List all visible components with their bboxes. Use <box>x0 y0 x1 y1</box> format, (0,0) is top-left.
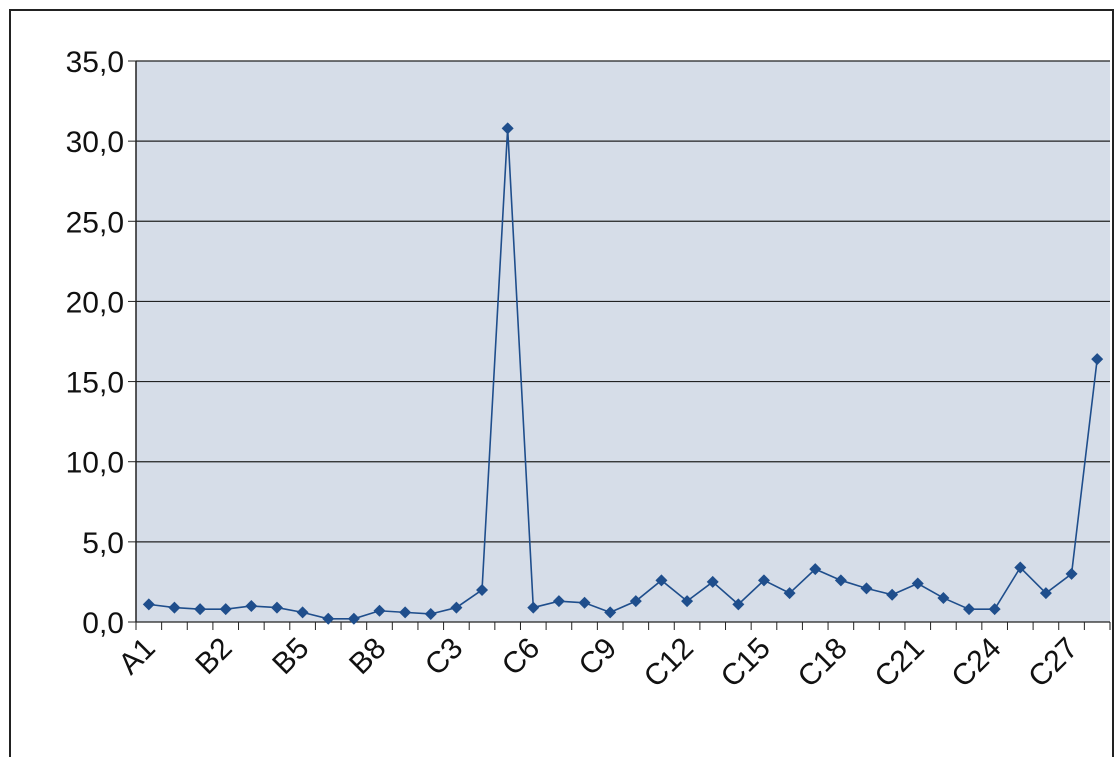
data-point <box>783 587 796 600</box>
x-tick-label: C9 <box>573 632 623 682</box>
data-point <box>322 612 335 625</box>
data-point <box>860 582 873 595</box>
data-point <box>629 595 642 608</box>
data-point <box>424 607 437 620</box>
y-tick-label: 25,0 <box>66 206 124 239</box>
data-point <box>706 575 719 588</box>
data-point <box>604 606 617 619</box>
x-tick-label: C6 <box>496 632 546 682</box>
data-point <box>552 595 565 608</box>
data-point <box>245 599 258 612</box>
data-point <box>578 596 591 609</box>
x-tick-label: C18 <box>792 632 854 694</box>
data-point <box>476 583 489 596</box>
x-tick-label: B5 <box>266 632 315 681</box>
data-point <box>937 591 950 604</box>
data-point <box>373 604 386 617</box>
x-tick-label: B8 <box>343 632 392 681</box>
x-tick-label: C15 <box>715 632 777 694</box>
data-point <box>219 603 232 616</box>
y-tick-label: 15,0 <box>66 367 124 400</box>
data-point <box>911 577 924 590</box>
data-point <box>270 601 283 614</box>
plot-area <box>136 61 1110 622</box>
data-point <box>681 595 694 608</box>
data-point <box>399 606 412 619</box>
y-tick-label: 30,0 <box>66 126 124 159</box>
data-point <box>988 603 1001 616</box>
data-point <box>1039 587 1052 600</box>
data-point <box>501 122 514 135</box>
data-point <box>168 601 181 614</box>
data-point <box>1014 561 1027 574</box>
y-tick-label: 5,0 <box>82 527 124 560</box>
data-point <box>655 574 668 587</box>
x-tick-label: B2 <box>189 632 238 681</box>
data-point <box>1091 353 1104 366</box>
x-tick-label: C3 <box>419 632 469 682</box>
data-point <box>296 606 309 619</box>
y-tick-label: 35,0 <box>66 46 124 79</box>
data-point <box>527 601 540 614</box>
data-point <box>142 598 155 611</box>
data-point <box>963 603 976 616</box>
x-tick-label: C27 <box>1022 632 1084 694</box>
data-point <box>809 563 822 576</box>
y-tick-label: 10,0 <box>66 447 124 480</box>
data-point <box>1065 567 1078 580</box>
data-point <box>450 601 463 614</box>
x-tick-label: C12 <box>638 632 700 694</box>
x-tick-label: C24 <box>945 632 1007 694</box>
y-tick-label: 20,0 <box>66 286 124 319</box>
data-point <box>194 603 207 616</box>
data-point <box>886 588 899 601</box>
data-point <box>834 574 847 587</box>
chart-frame <box>9 9 1114 757</box>
x-tick-label: C21 <box>868 632 930 694</box>
y-tick-label: 0,0 <box>82 607 124 640</box>
data-point <box>732 598 745 611</box>
data-point <box>757 574 770 587</box>
data-point <box>347 612 360 625</box>
